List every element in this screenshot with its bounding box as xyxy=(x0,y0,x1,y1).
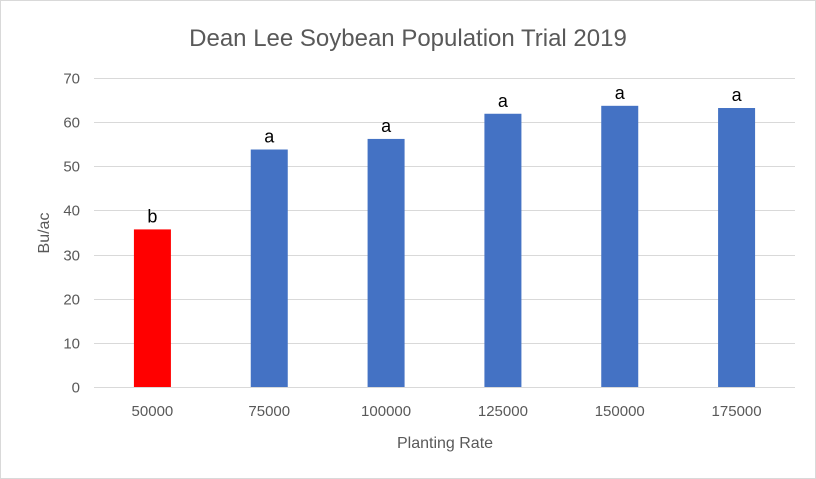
data-label: a xyxy=(264,127,275,147)
y-tick-label: 30 xyxy=(63,248,80,265)
bar-125000 xyxy=(484,113,522,388)
x-tick-label: 125000 xyxy=(478,403,528,420)
y-tick-label: 40 xyxy=(63,203,80,220)
y-tick-label: 60 xyxy=(63,115,80,132)
y-tick-label: 0 xyxy=(72,380,80,397)
x-axis-title: Planting Rate xyxy=(397,435,493,452)
data-label: a xyxy=(615,83,626,103)
y-tick-label: 20 xyxy=(63,292,80,309)
data-labels: b a a a a a xyxy=(147,83,742,227)
y-tick-label: 70 xyxy=(63,71,80,88)
x-axis-ticks: 50000 75000 100000 125000 150000 175000 xyxy=(132,403,762,420)
y-axis-title: Bu/ac xyxy=(36,213,53,254)
gridlines xyxy=(94,78,795,388)
data-label: a xyxy=(732,85,743,105)
x-tick-label: 175000 xyxy=(712,403,762,420)
y-tick-label: 10 xyxy=(63,336,80,353)
y-axis-ticks: 0 10 20 30 40 50 60 70 xyxy=(63,71,80,397)
x-tick-label: 150000 xyxy=(595,403,645,420)
data-label: a xyxy=(381,116,392,136)
y-tick-label: 50 xyxy=(63,159,80,176)
x-tick-label: 75000 xyxy=(248,403,290,420)
bar-150000 xyxy=(601,105,639,387)
x-tick-label: 100000 xyxy=(361,403,411,420)
data-label: b xyxy=(147,206,157,226)
bar-100000 xyxy=(367,138,405,387)
chart-title: Dean Lee Soybean Population Trial 2019 xyxy=(189,25,627,52)
x-tick-label: 50000 xyxy=(132,403,174,420)
bar-50000 xyxy=(133,229,171,387)
bars xyxy=(133,105,756,388)
data-label: a xyxy=(498,91,509,111)
bar-175000 xyxy=(718,108,756,387)
bar-75000 xyxy=(250,149,288,387)
